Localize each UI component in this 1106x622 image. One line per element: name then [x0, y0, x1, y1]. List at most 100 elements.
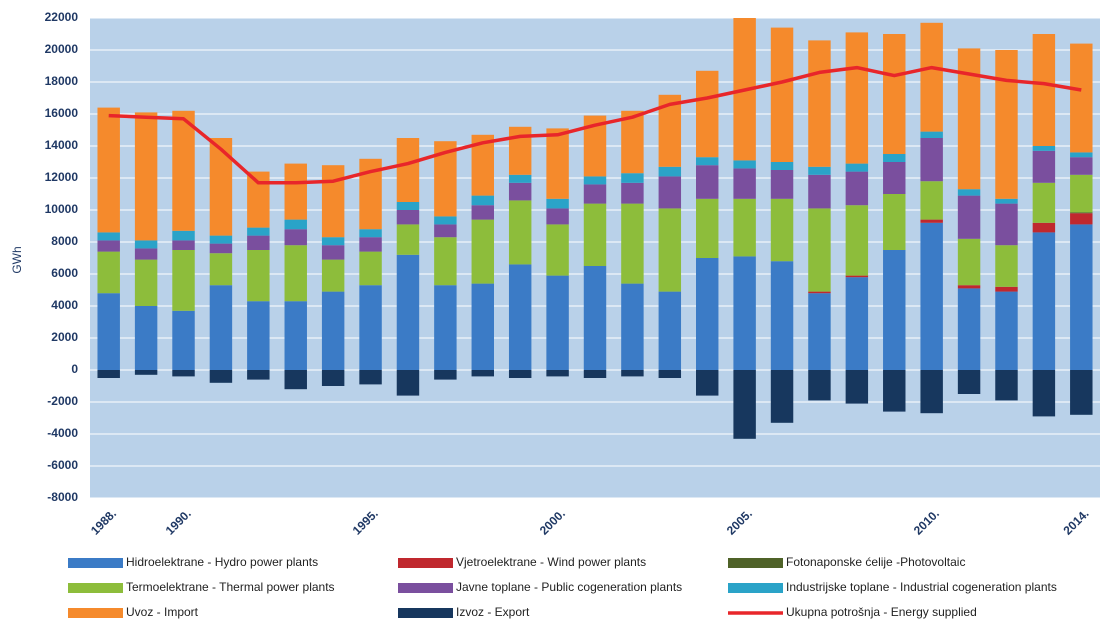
legend-label: Izvoz - Export	[456, 605, 530, 619]
bar-segment	[396, 254, 420, 370]
bar-segment	[658, 94, 682, 167]
bar-segment	[770, 370, 794, 423]
bar-segment	[995, 286, 1018, 292]
legend-swatch	[398, 558, 453, 568]
legend-swatch	[398, 583, 453, 593]
y-tick-label: 18000	[45, 74, 79, 88]
bar-segment	[1032, 370, 1056, 417]
bar-segment	[546, 370, 569, 377]
y-tick-label: 12000	[45, 170, 79, 184]
bar-segment	[172, 310, 195, 370]
bar-segment	[883, 370, 906, 412]
bar-segment	[957, 288, 981, 370]
y-tick-label: 22000	[45, 10, 79, 24]
bar-segment	[247, 301, 270, 370]
x-tick-label: 2014.	[1061, 506, 1092, 537]
legend-label: Vjetroelektrane - Wind power plants	[456, 555, 646, 569]
bar-segment	[696, 370, 719, 396]
bar-segment	[396, 224, 420, 255]
bar-segment	[359, 237, 382, 252]
bar-segment	[434, 141, 457, 217]
bar-segment	[508, 200, 532, 265]
bar-segment	[696, 258, 719, 370]
y-tick-label: 0	[71, 362, 78, 376]
bar-segment	[97, 107, 120, 233]
bar-segment	[621, 283, 644, 370]
bar-segment	[957, 189, 981, 196]
bar-segment	[508, 174, 532, 183]
y-tick-label: -4000	[47, 426, 78, 440]
bar-segment	[134, 112, 158, 241]
bar-segment	[696, 157, 719, 166]
bar-segment	[284, 245, 307, 302]
bar-segment	[209, 285, 233, 370]
bar-segment	[845, 277, 869, 370]
legend-swatch	[398, 608, 453, 618]
bar-segment	[134, 240, 158, 249]
y-tick-label: 6000	[51, 266, 78, 280]
bar-segment	[359, 251, 382, 286]
bar-segment	[321, 237, 345, 246]
bar-segment	[134, 370, 158, 375]
bar-segment	[97, 293, 120, 370]
y-axis-label: GWh	[10, 246, 24, 273]
bar-segment	[621, 203, 644, 284]
bar-segment	[957, 238, 981, 286]
bar-segment	[209, 253, 233, 286]
bar-segment	[1070, 224, 1093, 370]
bar-segment	[957, 285, 981, 289]
bar-segment	[583, 115, 607, 177]
bar-segment	[97, 251, 120, 294]
bar-segment	[621, 370, 644, 377]
bar-segment	[583, 266, 607, 370]
bar-segment	[920, 181, 943, 220]
legend-label: Ukupna potrošnja - Energy supplied	[786, 605, 977, 619]
x-tick-label: 2000.	[537, 506, 568, 537]
legend-label: Termoelektrane - Thermal power plants	[126, 580, 335, 594]
bar-segment	[808, 370, 831, 401]
bar-segment	[808, 293, 831, 370]
bar-segment	[97, 232, 120, 241]
bar-segment	[321, 370, 345, 386]
y-tick-label: 8000	[51, 234, 78, 248]
bar-segment	[134, 259, 158, 306]
bar-segment	[284, 163, 307, 220]
legend-swatch	[728, 558, 783, 568]
bar-segment	[172, 240, 195, 250]
bar-segment	[247, 370, 270, 380]
bar-segment	[359, 229, 382, 238]
bar-segment	[845, 205, 869, 276]
legend-swatch	[68, 558, 123, 568]
legend-swatch	[68, 583, 123, 593]
bar-segment	[957, 195, 981, 239]
bar-segment	[359, 370, 382, 385]
x-tick-label: 1988.	[88, 506, 119, 537]
y-tick-label: -2000	[47, 394, 78, 408]
bar-segment	[733, 370, 756, 439]
bar-segment	[396, 138, 420, 202]
bar-segment	[845, 370, 869, 404]
bar-segment	[733, 198, 756, 257]
bar-segment	[172, 250, 195, 311]
bar-segment	[471, 283, 494, 370]
legend-label: Industrijske toplane - Industrial cogene…	[786, 580, 1057, 594]
bar-segment	[1032, 182, 1056, 223]
bar-segment	[508, 126, 532, 175]
legend-label: Uvoz - Import	[126, 605, 199, 619]
line	[108, 65, 1082, 185]
x-tick-label: 1990.	[163, 506, 194, 537]
bar-segment	[546, 208, 569, 225]
bar-segment	[1070, 212, 1093, 214]
bar-segment	[1032, 146, 1056, 151]
bar-segment	[920, 370, 943, 414]
bar-segment	[696, 70, 719, 158]
bar-segment	[546, 275, 569, 370]
bar-segment	[845, 275, 869, 278]
bar-segment	[845, 32, 869, 164]
bar-segment	[209, 243, 233, 254]
bar-segment	[247, 235, 270, 250]
bar-segment	[359, 285, 382, 370]
bar-segment	[920, 131, 943, 138]
y-tick-label: 14000	[45, 138, 79, 152]
